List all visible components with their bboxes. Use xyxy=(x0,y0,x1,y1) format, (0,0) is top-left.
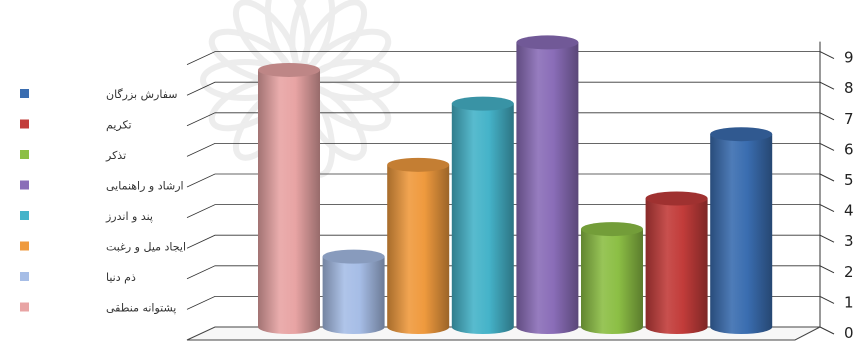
y-tick xyxy=(819,81,835,90)
y-tick xyxy=(819,265,835,274)
legend-label: ارشاد و راهنمایی xyxy=(106,180,184,193)
bar xyxy=(581,222,643,334)
legend-label: سفارش بزرگان xyxy=(106,88,177,101)
y-tick-label: 7 xyxy=(844,110,854,128)
y-tick-label: 9 xyxy=(844,49,854,67)
bar xyxy=(387,157,450,334)
legend-swatch xyxy=(20,119,29,129)
legend-swatch xyxy=(20,211,29,220)
legend-label: تذکر xyxy=(105,149,126,162)
y-tick-label: 8 xyxy=(844,79,854,97)
legend-label: ایجاد میل و رغبت xyxy=(106,241,186,254)
legend-item: ارشاد و راهنمایی xyxy=(20,180,184,193)
bar xyxy=(645,191,708,334)
legend-item: ایجاد میل و رغبت xyxy=(20,241,186,254)
legend-item: ذم دنیا xyxy=(20,271,136,284)
y-tick-label: 6 xyxy=(844,140,854,158)
y-axis: 0 1 2 3 4 5 6 7 8 9 xyxy=(819,41,854,342)
gridline xyxy=(186,81,820,96)
legend-swatch xyxy=(20,302,29,312)
bar xyxy=(451,96,514,334)
gridline xyxy=(186,204,820,218)
y-tick xyxy=(819,204,835,213)
y-tick-label: 1 xyxy=(844,293,854,311)
bar xyxy=(516,35,579,335)
y-tick xyxy=(819,112,835,121)
y-tick xyxy=(819,142,835,151)
legend-swatch xyxy=(20,272,29,281)
y-tick xyxy=(819,326,835,335)
y-tick xyxy=(819,51,835,60)
y-tick xyxy=(819,173,835,182)
gridline xyxy=(186,173,820,188)
y-tick-label: 3 xyxy=(844,232,854,250)
y-tick-label: 5 xyxy=(844,171,854,189)
legend: سفارش بزرگان تکریم تذکر ارشاد و راهنمایی پند… xyxy=(20,88,186,315)
legend-label: تکریم xyxy=(106,119,132,132)
y-tick-label: 4 xyxy=(844,202,854,220)
legend-label: پشتوانه منطقی xyxy=(106,302,176,315)
legend-item: تکریم xyxy=(20,119,132,132)
y-tick-label: 0 xyxy=(844,324,854,342)
y-tick xyxy=(819,295,835,304)
bar xyxy=(710,127,773,334)
legend-swatch xyxy=(20,89,29,98)
y-tick-label: 2 xyxy=(844,263,854,281)
legend-item: سفارش بزرگان xyxy=(20,88,177,101)
gridline xyxy=(186,112,820,127)
legend-item: پند و اندرز xyxy=(20,210,153,223)
bar xyxy=(258,62,320,335)
y-tick xyxy=(819,234,835,243)
legend-label: پند و اندرز xyxy=(105,210,153,223)
legend-item: پشتوانه منطقی xyxy=(20,302,176,315)
legend-swatch xyxy=(20,241,29,251)
legend-label: ذم دنیا xyxy=(106,271,136,284)
legend-swatch xyxy=(20,180,29,190)
legend-swatch xyxy=(20,150,29,159)
bars xyxy=(258,35,773,335)
gridline xyxy=(186,51,820,65)
bar xyxy=(322,249,385,334)
legend-item: تذکر xyxy=(20,149,126,162)
gridline xyxy=(186,142,820,157)
